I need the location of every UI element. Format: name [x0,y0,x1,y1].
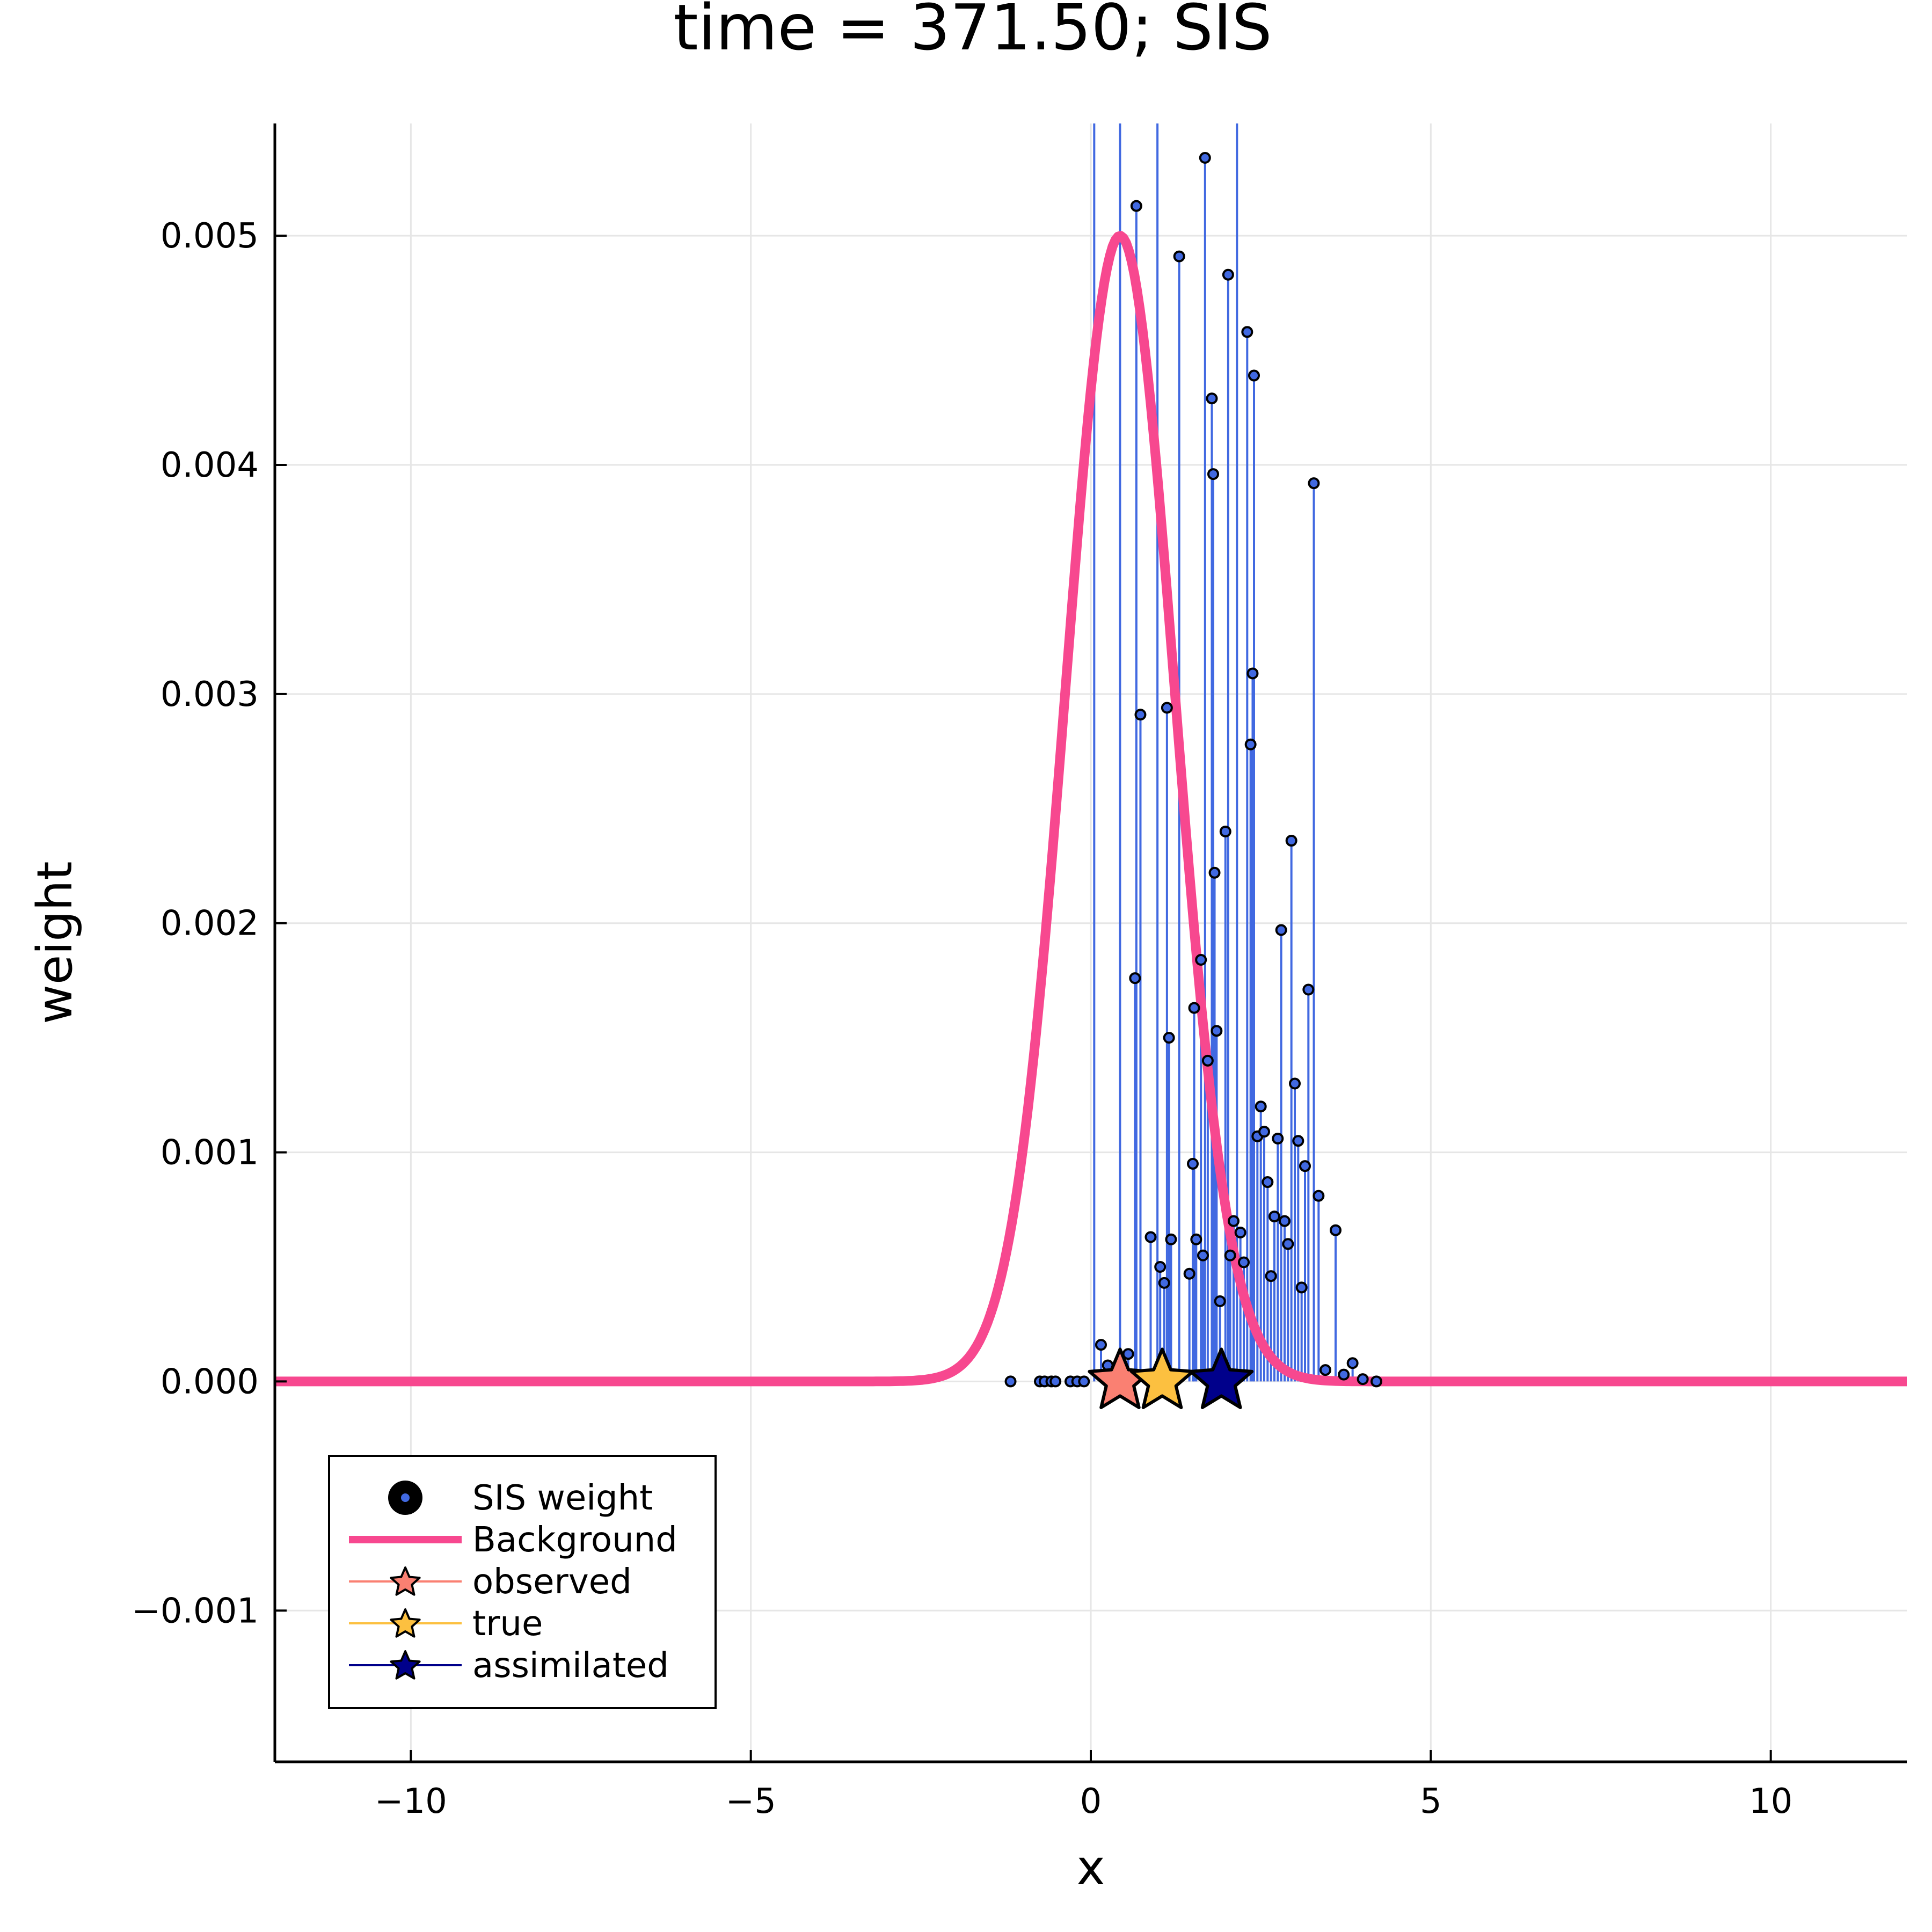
weight-point [1338,1368,1350,1381]
weight-point [1313,1190,1325,1202]
weight-point [1346,1357,1359,1369]
weight-point [1357,1373,1369,1386]
weight-point [1078,1375,1090,1388]
weight-point [1255,1100,1267,1113]
weight-point [1246,667,1259,680]
weight-point [1158,1277,1170,1289]
y-axis-label: weight [27,861,83,1024]
weight-point [1262,1176,1274,1189]
legend-star-marker [390,1650,421,1680]
weight-point [1173,250,1185,263]
plot-area [275,123,1907,1409]
x-tick-label: 0 [1080,1782,1102,1821]
weight-point [1275,924,1287,936]
x-tick-label: −10 [375,1782,447,1821]
legend: SIS weightBackgroundobservedtrueassimila… [328,1455,717,1709]
state-markers [1088,1347,1254,1409]
weight-point [1241,326,1253,338]
weight-point [1049,1375,1062,1388]
weight-point [1130,200,1142,212]
weight-point [1258,1126,1270,1138]
weight-point [1292,1135,1304,1147]
weight-point [1228,1215,1240,1227]
weight-point [1238,1256,1250,1268]
legend-label: assimilated [472,1646,669,1686]
weight-point [1134,709,1147,721]
weight-point [1265,1270,1277,1282]
legend-entry-true: true [349,1604,543,1644]
true-star-marker [1129,1347,1195,1409]
legend-circle-center [401,1493,410,1502]
y-tick-label: −0.001 [132,1591,259,1631]
weight-point [1183,1267,1195,1280]
x-axis-label: x [1076,1840,1105,1896]
weight-point [1197,1249,1209,1262]
weight-point [1282,1238,1294,1250]
y-tick-label: 0.005 [161,216,259,256]
legend-entry-sis-weight: SIS weight [388,1478,653,1518]
y-tick-label: 0.000 [161,1362,259,1402]
weight-point [1144,1231,1157,1243]
background-curve [275,231,1907,1387]
x-tick-label: 5 [1420,1782,1442,1821]
weight-point [1207,468,1219,480]
x-tick-labels: −10 −5 0 5 10 [375,1750,1792,1821]
weight-point [1206,392,1218,405]
weight-point [1248,369,1260,382]
weight-point [1214,1295,1226,1308]
y-tick-label: 0.001 [161,1133,259,1173]
legend-label: true [472,1604,543,1644]
weight-point [1285,835,1297,847]
weight-point [1211,1025,1223,1037]
legend-label: SIS weight [472,1478,653,1518]
x-tick-label: 10 [1749,1782,1792,1821]
weight-points [1004,152,1382,1388]
weight-point [1004,1375,1017,1388]
weight-point [1154,1260,1167,1273]
weight-point [1188,1002,1200,1014]
weight-point [1195,954,1207,966]
weight-point [1370,1375,1382,1388]
weight-point [1224,1249,1236,1262]
legend-star-marker [390,1608,421,1638]
legend-entry-assimilated: assimilated [349,1646,669,1686]
y-tick-label: 0.002 [161,904,259,944]
weight-point [1272,1132,1284,1144]
weight-point [1129,972,1141,985]
weight-point [1299,1160,1311,1172]
weight-point [1219,825,1231,837]
x-tick-label: −5 [725,1782,776,1821]
weight-point [1302,983,1315,996]
legend-star-marker [390,1566,421,1596]
chart-title: time = 371.50; SIS [673,0,1272,64]
weight-point [1187,1157,1199,1170]
weight-point [1330,1224,1342,1236]
weight-point [1319,1364,1331,1376]
weight-point [1161,702,1173,714]
weight-point [1308,477,1320,490]
weight-point [1208,866,1221,879]
weight-point [1279,1215,1291,1227]
weight-point [1234,1226,1246,1238]
y-tick-label: 0.003 [161,675,259,715]
weight-point [1222,268,1234,281]
assimilated-star-marker [1189,1347,1254,1409]
weight-point [1163,1032,1175,1044]
weight-point [1165,1233,1177,1245]
legend-label: observed [472,1562,632,1602]
legend-entry-background: Background [349,1520,677,1560]
legend-entry-observed: observed [349,1562,632,1602]
weight-point [1268,1211,1280,1223]
weight-point [1095,1339,1107,1351]
y-tick-labels: −0.001 0.000 0.001 0.002 0.003 0.004 0.005 [132,216,287,1631]
weight-point [1190,1233,1202,1245]
legend-label: Background [472,1520,677,1560]
weight-point [1289,1077,1301,1090]
weight-point [1244,738,1257,750]
weight-point [1199,152,1211,164]
weight-point [1201,1054,1214,1067]
y-tick-label: 0.004 [161,446,259,485]
weight-point [1295,1281,1308,1294]
